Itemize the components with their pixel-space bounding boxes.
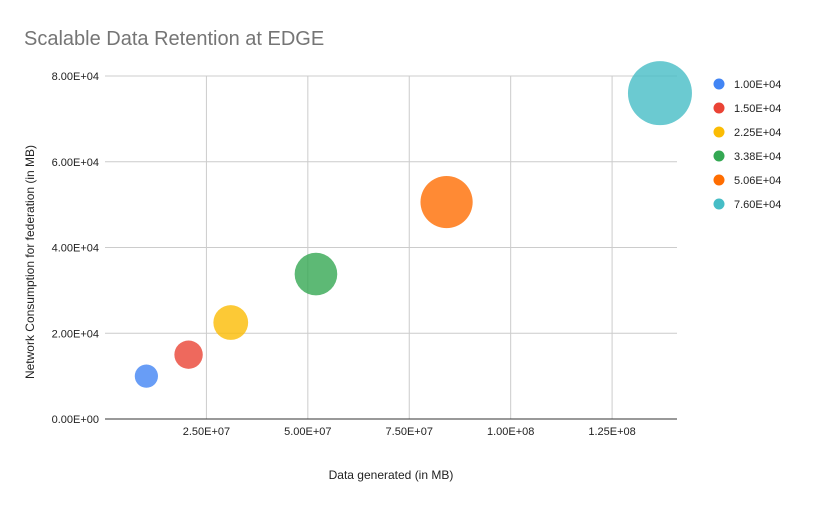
- y-tick-label: 0.00E+00: [52, 414, 99, 426]
- y-axis-label: Network Consumption for federation (in M…: [23, 145, 37, 379]
- legend-marker: [713, 78, 725, 90]
- y-tick-label: 2.00E+04: [52, 328, 99, 340]
- legend-marker: [713, 150, 725, 162]
- bubble-point: [213, 305, 249, 340]
- x-tick-label: 1.25E+08: [588, 426, 635, 438]
- y-tick-label: 8.00E+04: [52, 71, 99, 83]
- bubble-point: [627, 61, 692, 126]
- legend-label: 5.06E+04: [734, 175, 781, 187]
- legend-label: 1.00E+04: [734, 79, 781, 91]
- y-tick-label: 4.00E+04: [52, 243, 99, 255]
- bubble-point: [420, 175, 473, 229]
- legend-label: 1.50E+04: [734, 103, 781, 115]
- legend-label: 2.25E+04: [734, 127, 781, 139]
- bubble-point: [174, 340, 203, 369]
- legend-marker: [713, 126, 725, 138]
- x-tick-label: 1.00E+08: [487, 426, 534, 438]
- legend-marker: [713, 198, 725, 210]
- chart-title: Scalable Data Retention at EDGE: [24, 28, 324, 50]
- legend-label: 3.38E+04: [734, 151, 781, 163]
- legend-label: 7.60E+04: [734, 199, 781, 211]
- x-axis-label: Data generated (in MB): [329, 468, 454, 482]
- legend: 1.00E+04 1.50E+04 2.25E+04 3.38E+04 5.06E+04…: [713, 78, 781, 211]
- x-tick-label: 5.00E+07: [284, 426, 331, 438]
- bubble-point: [134, 364, 158, 388]
- x-tick-label: 7.50E+07: [386, 426, 433, 438]
- legend-marker: [713, 102, 725, 114]
- x-tick-label: 2.50E+07: [183, 426, 230, 438]
- y-tick-label: 6.00E+04: [52, 157, 99, 169]
- bubble-point: [294, 252, 338, 296]
- bubble-series: [134, 61, 692, 388]
- legend-marker: [713, 174, 725, 186]
- tick-labels: 0.00E+00 2.00E+04 4.00E+04 6.00E+04 8.00E+04…: [52, 71, 636, 438]
- gridlines: [105, 75, 677, 419]
